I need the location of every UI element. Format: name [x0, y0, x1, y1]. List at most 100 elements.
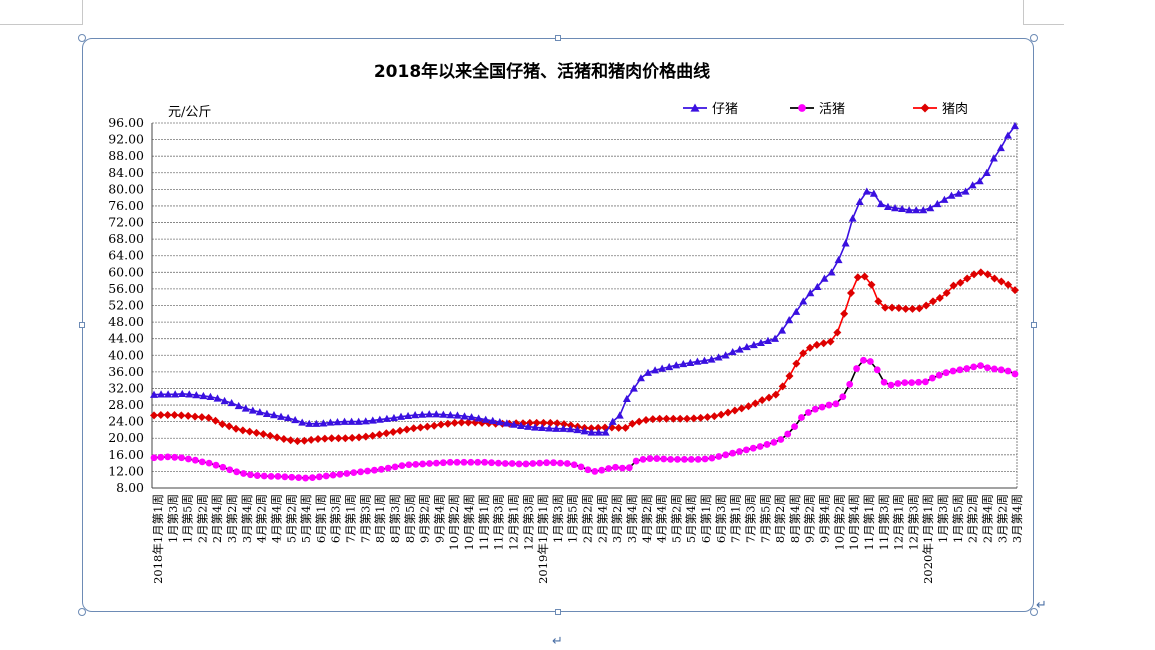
data-point — [333, 418, 342, 426]
data-point — [968, 181, 977, 189]
data-point — [714, 353, 723, 361]
data-point — [798, 414, 805, 421]
resize-handle-bottom-middle[interactable] — [555, 609, 561, 615]
data-point — [686, 358, 695, 366]
x-tick-label: 6月第1周 — [314, 494, 328, 543]
data-point — [573, 425, 582, 434]
x-tick-label: 1月第3周 — [166, 494, 180, 543]
data-point — [646, 455, 654, 462]
x-tick-label: 3月第2周 — [225, 494, 239, 543]
document-margin-corner-left — [0, 0, 83, 25]
resize-handle-middle-left[interactable] — [79, 322, 85, 328]
data-point — [206, 392, 215, 400]
x-tick-label: 2月第4周 — [980, 494, 994, 543]
data-point — [622, 394, 631, 403]
x-tick-label: 3月第4周 — [625, 494, 639, 543]
resize-handle-bottom-right[interactable] — [1030, 608, 1038, 616]
data-point — [676, 414, 685, 423]
data-point — [996, 143, 1005, 152]
x-tick-label: 8月第1周 — [373, 494, 387, 543]
x-tick-label: 10月第4周 — [462, 494, 476, 550]
x-tick-label: 6月第3周 — [329, 494, 343, 543]
data-point — [274, 472, 282, 480]
x-tick-label: 3月第4周 — [240, 494, 254, 543]
y-tick-label: 96.00 — [108, 115, 144, 130]
x-tick-label: 1月第5周 — [951, 494, 965, 543]
data-point — [922, 378, 929, 386]
data-point — [737, 404, 746, 413]
y-tick-label: 8.00 — [116, 480, 144, 495]
data-point — [253, 472, 261, 479]
x-tick-label: 8月第2周 — [773, 494, 787, 543]
data-point — [396, 426, 404, 435]
data-point — [672, 361, 681, 369]
data-point — [947, 191, 956, 199]
data-point — [888, 303, 896, 312]
data-point — [320, 434, 329, 443]
data-point — [756, 443, 764, 450]
data-point — [178, 454, 185, 462]
data-point — [625, 464, 633, 472]
data-point — [566, 425, 575, 433]
data-point — [628, 419, 637, 428]
data-point — [185, 390, 194, 398]
resize-handle-bottom-left[interactable] — [78, 608, 86, 616]
data-point — [949, 367, 957, 375]
x-tick-label: 5月第2周 — [284, 494, 298, 543]
data-point — [587, 424, 596, 433]
data-point — [460, 412, 469, 420]
data-point — [989, 154, 998, 162]
data-point — [770, 438, 778, 446]
data-point — [777, 436, 785, 443]
data-point — [560, 420, 568, 429]
data-point — [418, 410, 427, 418]
data-point — [874, 297, 883, 306]
resize-handle-middle-right[interactable] — [1031, 322, 1037, 328]
data-point — [281, 473, 289, 481]
data-point — [612, 463, 619, 471]
data-point — [220, 396, 229, 405]
data-point — [942, 289, 951, 298]
data-point — [219, 463, 227, 471]
data-point — [635, 417, 644, 426]
data-point — [273, 433, 281, 442]
resize-handle-top-middle[interactable] — [555, 35, 561, 41]
resize-handle-top-right[interactable] — [1030, 34, 1038, 42]
x-tick-label: 4月第4周 — [269, 494, 283, 543]
data-point — [894, 380, 902, 387]
series-line — [153, 271, 1016, 442]
data-point — [636, 374, 645, 382]
data-point — [648, 415, 657, 424]
data-point — [722, 451, 730, 459]
data-point — [710, 412, 719, 421]
data-point — [785, 316, 794, 324]
legend-marker — [798, 104, 806, 112]
data-point — [915, 378, 922, 386]
data-point — [539, 418, 548, 427]
data-point — [594, 423, 603, 432]
data-point — [689, 414, 698, 423]
resize-handle-top-left[interactable] — [78, 34, 86, 42]
data-point — [495, 418, 504, 426]
x-tick-label: 9月第4周 — [432, 494, 446, 543]
data-point — [866, 358, 874, 365]
data-point — [756, 338, 765, 347]
x-tick-label: 3月第4周 — [1010, 494, 1024, 543]
data-point — [240, 470, 247, 477]
x-tick-label: 11月第3周 — [492, 494, 506, 550]
data-point — [898, 204, 907, 213]
legend-item: 活猪 — [790, 102, 845, 117]
data-point — [348, 433, 357, 442]
data-point — [319, 419, 328, 427]
data-point — [919, 206, 928, 214]
data-point — [662, 414, 671, 423]
data-point — [928, 374, 936, 382]
data-point — [880, 378, 888, 386]
y-tick-label: 12.00 — [108, 463, 144, 478]
data-point — [184, 411, 193, 420]
data-point — [559, 424, 568, 432]
data-point — [771, 334, 780, 342]
data-point — [543, 459, 551, 467]
data-point — [191, 412, 199, 421]
